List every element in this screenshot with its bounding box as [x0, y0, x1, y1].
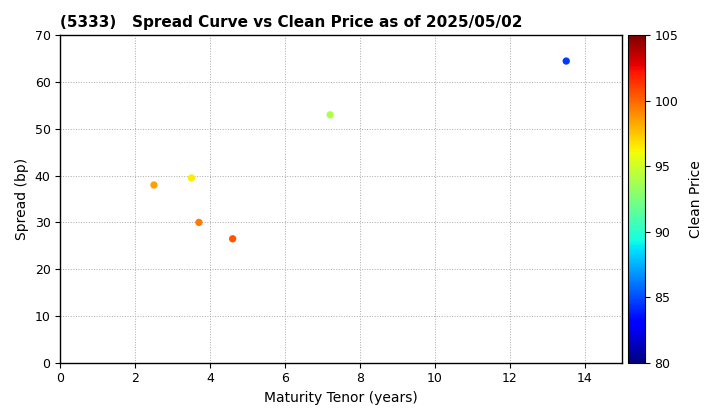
Point: [324, 111, 336, 118]
Point: [193, 219, 204, 226]
Point: [186, 175, 197, 181]
X-axis label: Maturity Tenor (years): Maturity Tenor (years): [264, 391, 418, 405]
Text: (5333)   Spread Curve vs Clean Price as of 2025/05/02: (5333) Spread Curve vs Clean Price as of…: [60, 15, 523, 30]
Point: [227, 236, 238, 242]
Point: [560, 58, 572, 64]
Point: [148, 181, 160, 188]
Y-axis label: Clean Price: Clean Price: [690, 160, 703, 238]
Y-axis label: Spread (bp): Spread (bp): [15, 158, 29, 240]
